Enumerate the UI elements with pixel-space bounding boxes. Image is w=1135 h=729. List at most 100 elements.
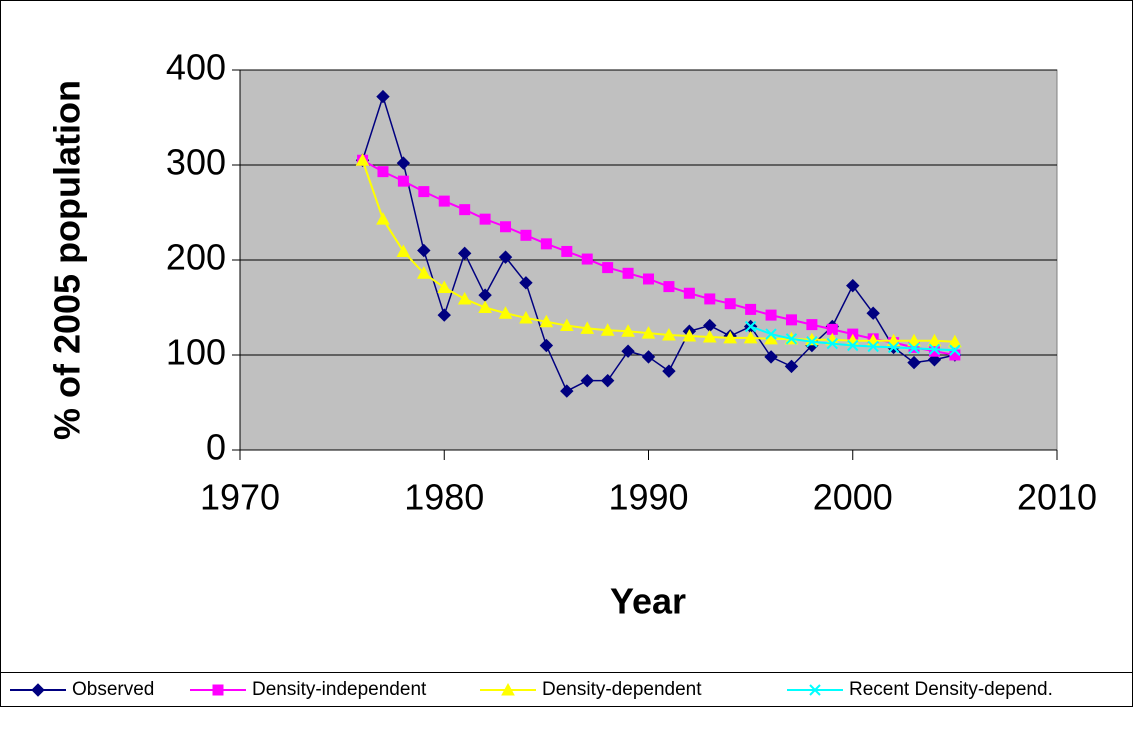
marker (806, 335, 818, 348)
marker (622, 267, 634, 279)
marker (723, 330, 738, 344)
marker (704, 293, 716, 305)
marker (581, 253, 593, 265)
marker (501, 682, 515, 696)
marker (641, 326, 656, 339)
marker (498, 306, 513, 319)
x-tick-label: 1980 (404, 477, 484, 518)
marker (745, 303, 757, 315)
marker (459, 204, 471, 216)
marker (376, 212, 390, 225)
marker (662, 328, 676, 341)
y-tick-label: 300 (166, 142, 226, 183)
marker (561, 245, 573, 257)
marker (540, 238, 552, 250)
marker (498, 250, 513, 264)
marker (580, 373, 594, 388)
marker (683, 287, 695, 299)
y-tick-label: 0 (206, 427, 226, 468)
legend-box (0, 672, 1133, 707)
marker (600, 323, 615, 336)
x-axis-title: Year (610, 581, 686, 622)
marker (724, 298, 736, 310)
marker (621, 324, 635, 337)
marker (662, 364, 676, 378)
marker (437, 280, 452, 294)
marker (396, 156, 411, 170)
marker (519, 276, 533, 290)
marker (602, 262, 614, 274)
marker (560, 384, 574, 398)
marker (908, 342, 920, 355)
marker (418, 186, 430, 198)
marker (437, 308, 451, 322)
marker (539, 314, 554, 328)
marker (520, 229, 532, 241)
marker (907, 355, 921, 370)
marker (743, 330, 758, 344)
y-axis-title: % of 2005 population (47, 80, 88, 440)
marker (907, 333, 921, 347)
marker (457, 291, 472, 305)
marker (396, 244, 411, 257)
marker (702, 329, 717, 343)
marker (785, 333, 798, 345)
marker (457, 246, 472, 261)
marker (559, 318, 574, 332)
marker (806, 319, 818, 331)
marker (867, 340, 879, 353)
marker (417, 243, 431, 258)
marker (928, 345, 940, 357)
marker (376, 89, 390, 104)
marker (641, 350, 656, 364)
marker (948, 334, 962, 348)
series-line (361, 94, 956, 393)
marker (927, 353, 942, 367)
x-tick-label: 2000 (813, 477, 893, 518)
marker (846, 278, 860, 293)
marker (765, 328, 777, 340)
y-tick-label: 200 (166, 237, 226, 278)
marker (478, 300, 492, 313)
marker (809, 684, 821, 696)
marker (928, 343, 941, 356)
legend-label: Density-independent (252, 679, 427, 700)
marker (600, 373, 615, 388)
marker (784, 359, 799, 374)
y-tick-label: 400 (166, 47, 226, 88)
marker (519, 310, 533, 324)
marker (377, 166, 389, 178)
marker (866, 306, 880, 320)
marker (479, 213, 491, 225)
x-tick-label: 1990 (608, 477, 688, 518)
legend-label: Recent Density-depend. (849, 679, 1053, 700)
marker (539, 338, 554, 353)
marker (643, 273, 654, 285)
marker (355, 153, 370, 166)
marker (212, 684, 224, 696)
marker (927, 333, 942, 347)
marker (682, 328, 697, 342)
marker (765, 309, 777, 321)
marker (887, 341, 900, 354)
legend-label: Density-dependent (542, 679, 702, 700)
marker (663, 281, 675, 293)
marker (31, 683, 45, 697)
marker (500, 221, 512, 233)
marker (397, 175, 409, 187)
marker (785, 314, 797, 326)
marker (621, 344, 635, 358)
marker (847, 339, 859, 352)
marker (438, 195, 450, 207)
x-tick-label: 1970 (200, 477, 280, 518)
marker (949, 344, 961, 356)
marker (416, 266, 431, 279)
y-tick-label: 100 (166, 332, 226, 373)
marker (764, 350, 778, 364)
x-tick-label: 2010 (1017, 477, 1097, 518)
marker (826, 337, 839, 350)
marker (744, 320, 757, 333)
legend-label: Observed (72, 679, 154, 700)
marker (580, 321, 595, 334)
